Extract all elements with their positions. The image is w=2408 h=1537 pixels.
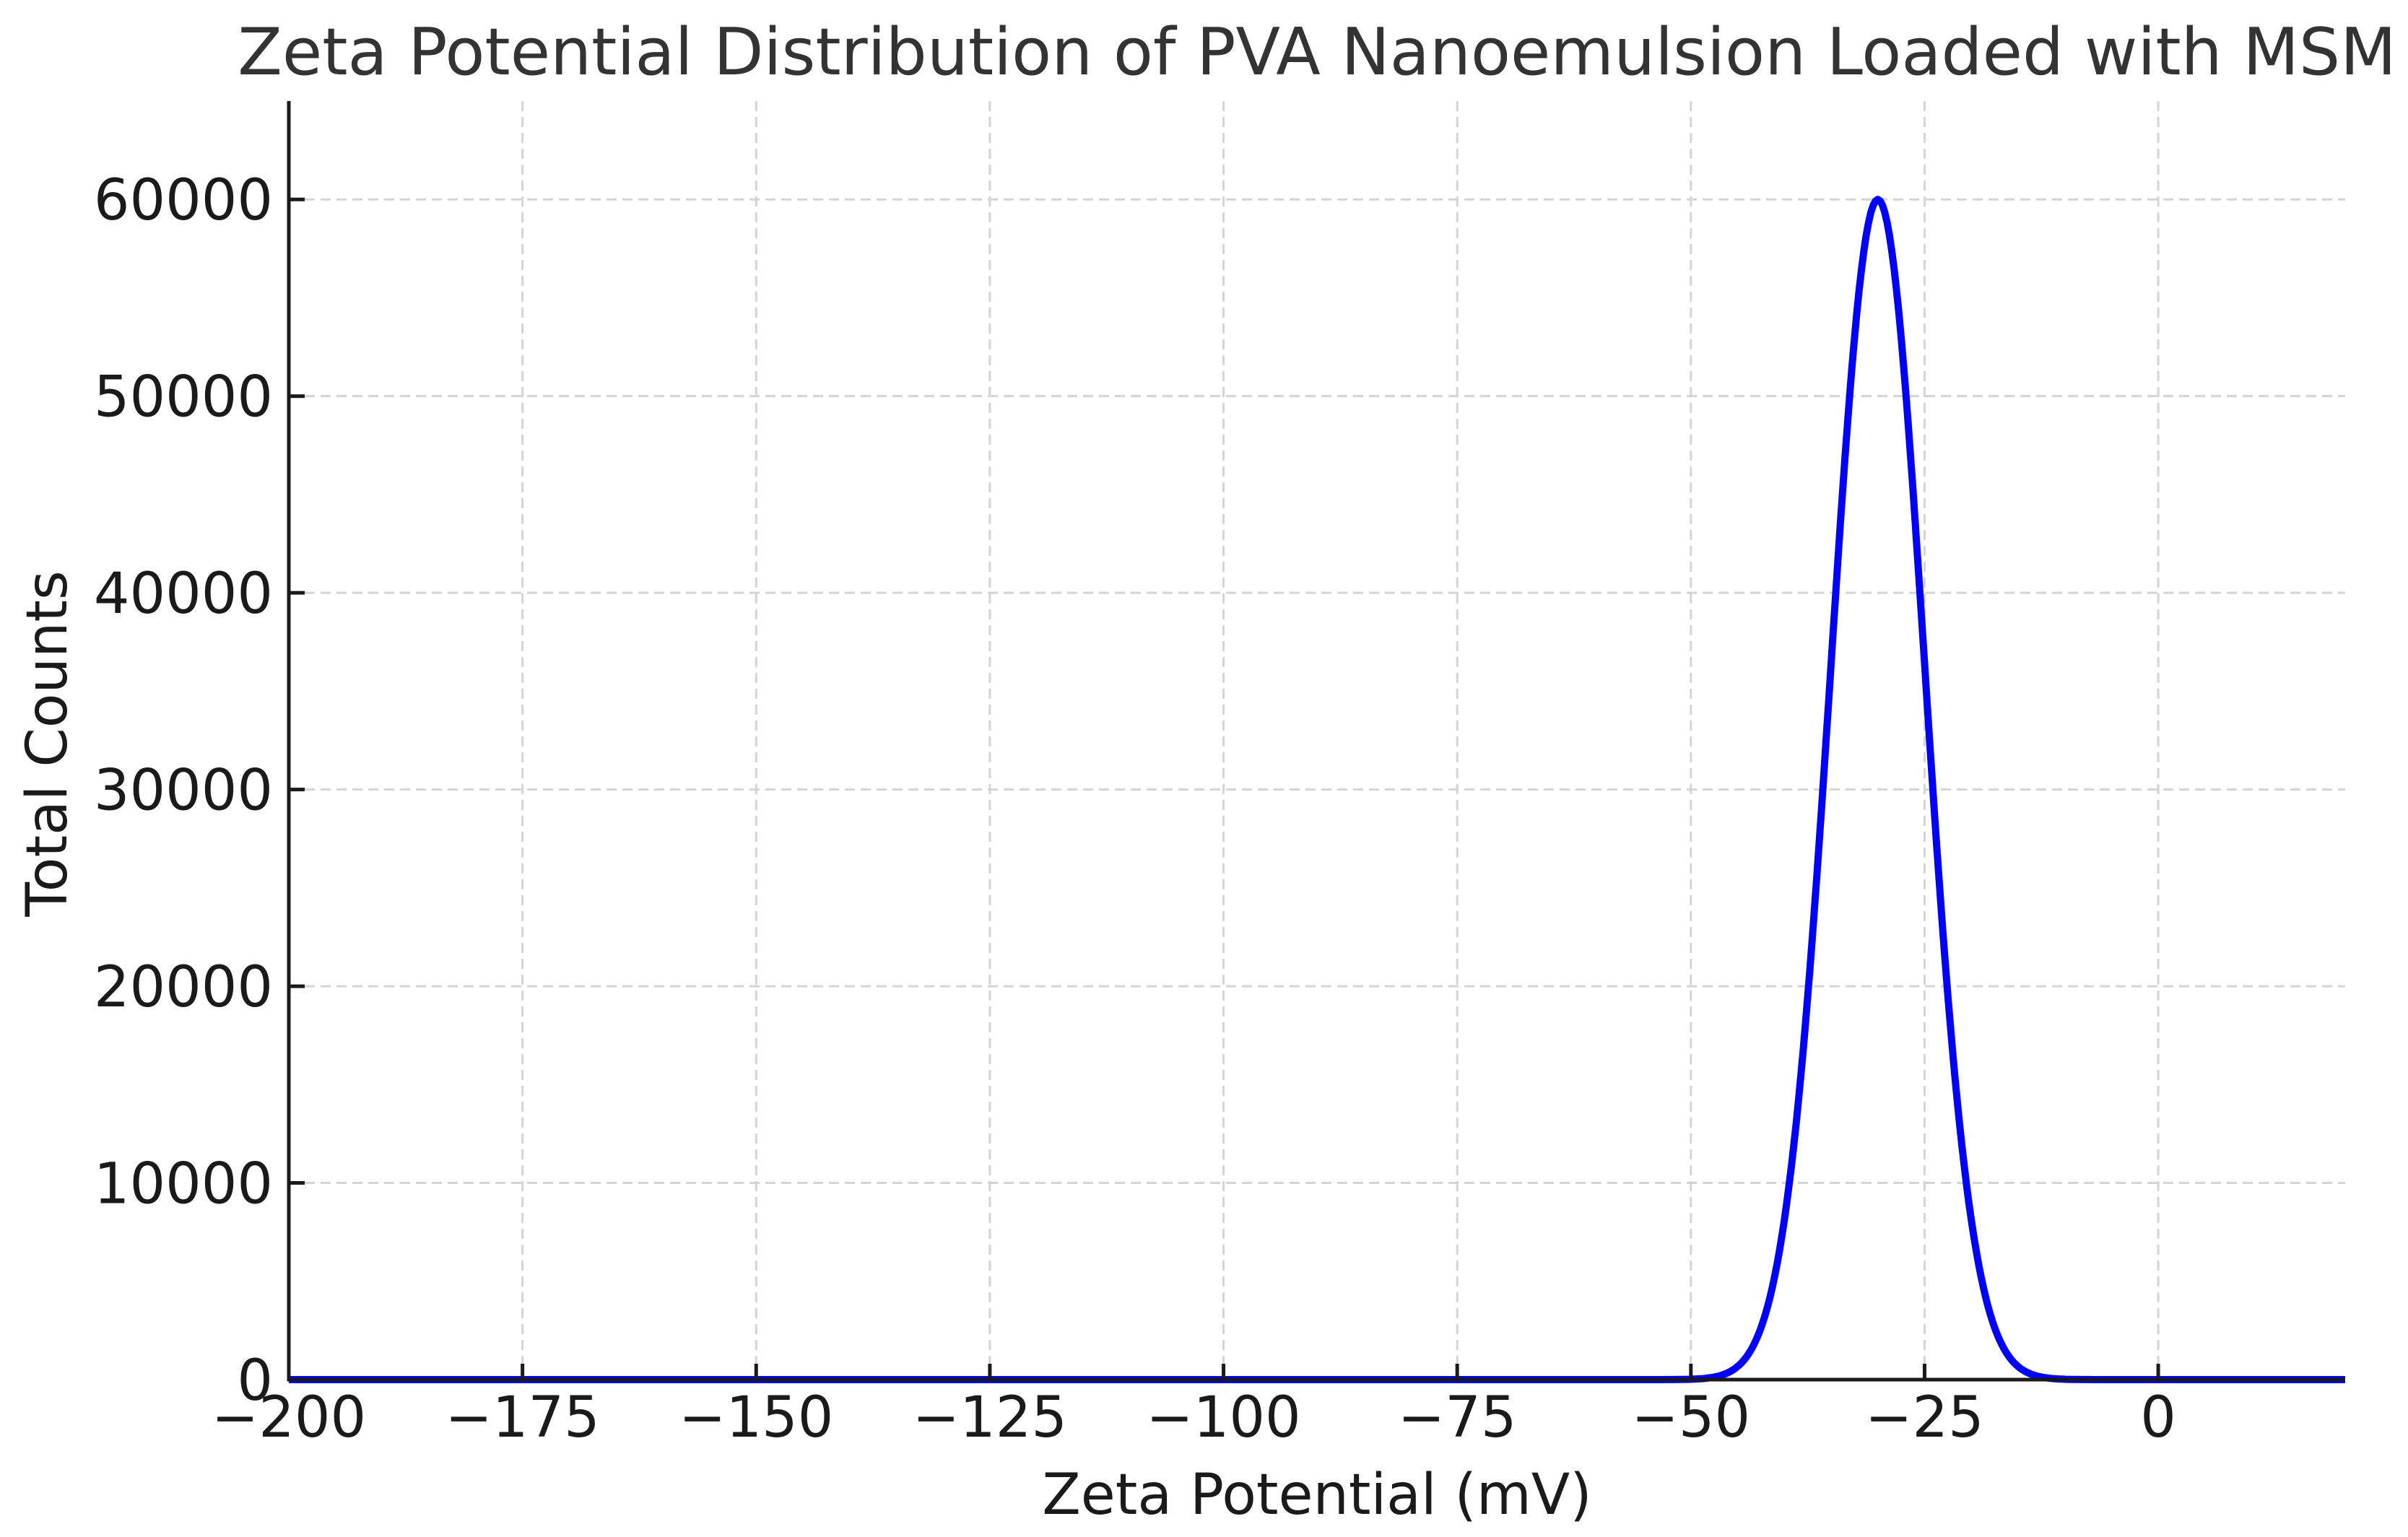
x-tick-label: −200 bbox=[212, 1385, 366, 1450]
y-tick-label: 50000 bbox=[94, 365, 273, 430]
y-tick-label: 40000 bbox=[94, 562, 273, 627]
y-tick-label: 0 bbox=[237, 1349, 273, 1414]
x-tick-label: −175 bbox=[445, 1385, 600, 1450]
axes bbox=[287, 101, 2345, 1382]
x-axis-label: Zeta Potential (mV) bbox=[1042, 1463, 1591, 1528]
x-tick-label: −100 bbox=[1146, 1385, 1300, 1450]
x-axis-ticks: −200 −175 −150 −125 −100 −75 −50 −25 0 bbox=[212, 1364, 2176, 1450]
chart-title: Zeta Potential Distribution of PVA Nanoe… bbox=[238, 14, 2396, 90]
x-tick-label: −125 bbox=[913, 1385, 1067, 1450]
y-tick-label: 20000 bbox=[94, 955, 273, 1020]
x-tick-label: −25 bbox=[1865, 1385, 1984, 1450]
y-tick-label: 60000 bbox=[94, 168, 273, 233]
gridlines bbox=[289, 101, 2345, 1380]
x-tick-label: −150 bbox=[679, 1385, 833, 1450]
y-axis-ticks: 0 10000 20000 30000 40000 50000 60000 bbox=[94, 168, 305, 1414]
x-tick-label: 0 bbox=[2140, 1385, 2176, 1450]
y-tick-label: 10000 bbox=[94, 1152, 273, 1217]
y-axis-label: Total Counts bbox=[15, 570, 80, 917]
x-tick-label: −50 bbox=[1632, 1385, 1751, 1450]
x-tick-label: −75 bbox=[1398, 1385, 1517, 1450]
y-tick-label: 30000 bbox=[94, 759, 273, 824]
